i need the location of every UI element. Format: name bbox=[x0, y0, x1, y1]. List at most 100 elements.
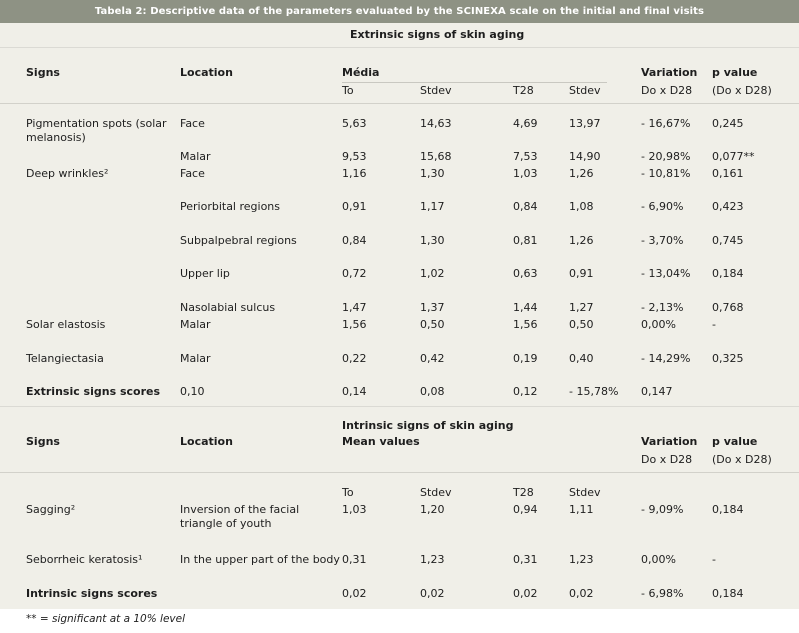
row-stdev-1: 1,30 bbox=[420, 234, 445, 247]
row-variation: - 6,90% bbox=[641, 200, 684, 213]
row-t28: 0,84 bbox=[513, 200, 538, 213]
row-stdev-2: 1,23 bbox=[569, 553, 594, 566]
row-to: 1,47 bbox=[342, 301, 367, 314]
row-variation: - 14,29% bbox=[641, 352, 691, 365]
divider bbox=[0, 103, 799, 104]
score-c3: 0,08 bbox=[420, 385, 445, 398]
row-t28: 1,44 bbox=[513, 301, 538, 314]
row-location: Face bbox=[180, 167, 205, 180]
intrinsic-subheader-stdev-2: Stdev bbox=[569, 486, 601, 499]
header-pvalue: p value bbox=[712, 66, 758, 79]
row-stdev-1: 14,63 bbox=[420, 117, 452, 130]
row-stdev-2: 1,11 bbox=[569, 503, 594, 516]
score-variation: - 6,98% bbox=[641, 587, 684, 600]
row-stdev-1: 1,20 bbox=[420, 503, 445, 516]
row-pvalue: 0,077** bbox=[712, 150, 755, 163]
row-pvalue: 0,325 bbox=[712, 352, 744, 365]
row-sign: Deep wrinkles² bbox=[26, 167, 109, 180]
row-sign: Sagging² bbox=[26, 503, 76, 516]
row-stdev-1: 0,42 bbox=[420, 352, 445, 365]
row-to: 9,53 bbox=[342, 150, 367, 163]
intrinsic-header-signs: Signs bbox=[26, 435, 60, 448]
score-to: 0,02 bbox=[342, 587, 367, 600]
row-location: Face bbox=[180, 117, 205, 130]
row-t28: 1,56 bbox=[513, 318, 538, 331]
row-variation: - 16,67% bbox=[641, 117, 691, 130]
row-t28: 0,19 bbox=[513, 352, 538, 365]
intrinsic-header-pvalue-sub: (Do x D28) bbox=[712, 453, 772, 466]
row-t28: 4,69 bbox=[513, 117, 538, 130]
row-stdev-2: 14,90 bbox=[569, 150, 601, 163]
row-pvalue: 0,245 bbox=[712, 117, 744, 130]
row-stdev-1: 1,37 bbox=[420, 301, 445, 314]
row-pvalue: - bbox=[712, 318, 716, 331]
header-t28: T28 bbox=[513, 84, 534, 97]
row-variation: 0,00% bbox=[641, 553, 676, 566]
intrinsic-header-pvalue: p value bbox=[712, 435, 758, 448]
score-c2: 0,14 bbox=[342, 385, 367, 398]
row-to: 1,56 bbox=[342, 318, 367, 331]
row-variation: - 13,04% bbox=[641, 267, 691, 280]
row-to: 5,63 bbox=[342, 117, 367, 130]
row-variation: - 9,09% bbox=[641, 503, 684, 516]
row-sign: Telangiectasia bbox=[26, 352, 104, 365]
divider bbox=[0, 472, 799, 473]
score-c1: 0,10 bbox=[180, 385, 205, 398]
row-variation: - 20,98% bbox=[641, 150, 691, 163]
score-label: Intrinsic signs scores bbox=[26, 587, 158, 600]
row-stdev-2: 0,50 bbox=[569, 318, 594, 331]
header-media: Média bbox=[342, 66, 380, 79]
row-sign: Seborrheic keratosis¹ bbox=[26, 553, 143, 566]
row-stdev-1: 0,50 bbox=[420, 318, 445, 331]
row-pvalue: 0,184 bbox=[712, 503, 744, 516]
header-group-underline bbox=[342, 82, 607, 83]
row-to: 0,72 bbox=[342, 267, 367, 280]
row-stdev-2: 13,97 bbox=[569, 117, 601, 130]
intrinsic-heading: Intrinsic signs of skin aging bbox=[342, 419, 514, 432]
row-t28: 0,31 bbox=[513, 553, 538, 566]
row-t28: 7,53 bbox=[513, 150, 538, 163]
row-stdev-1: 1,23 bbox=[420, 553, 445, 566]
table-title: Tabela 2: Descriptive data of the parame… bbox=[0, 0, 799, 23]
extrinsic-heading: Extrinsic signs of skin aging bbox=[350, 28, 525, 41]
row-location: Malar bbox=[180, 150, 211, 163]
header-pvalue-sub: (Do x D28) bbox=[712, 84, 772, 97]
row-pvalue: 0,423 bbox=[712, 200, 744, 213]
score-stdev-1: 0,02 bbox=[420, 587, 445, 600]
score-c4: 0,12 bbox=[513, 385, 538, 398]
row-location: Periorbital regions bbox=[180, 200, 281, 213]
footnote: ** = significant at a 10% level bbox=[26, 613, 186, 625]
row-stdev-2: 0,91 bbox=[569, 267, 594, 280]
row-to: 1,03 bbox=[342, 503, 367, 516]
row-stdev-1: 1,17 bbox=[420, 200, 445, 213]
row-location: Inversion of the facial triangle of yout… bbox=[180, 503, 300, 530]
row-t28: 1,03 bbox=[513, 167, 538, 180]
intrinsic-subheader-t28: T28 bbox=[513, 486, 534, 499]
row-pvalue: 0,184 bbox=[712, 267, 744, 280]
row-variation: 0,00% bbox=[641, 318, 676, 331]
score-stdev-2: 0,02 bbox=[569, 587, 594, 600]
row-stdev-2: 1,27 bbox=[569, 301, 594, 314]
row-stdev-2: 1,26 bbox=[569, 234, 594, 247]
row-pvalue: - bbox=[712, 553, 716, 566]
row-location: Upper lip bbox=[180, 267, 230, 280]
row-to: 0,31 bbox=[342, 553, 367, 566]
header-signs: Signs bbox=[26, 66, 60, 79]
intrinsic-header-location: Location bbox=[180, 435, 233, 448]
score-c5: - 15,78% bbox=[569, 385, 619, 398]
header-variation: Variation bbox=[641, 66, 698, 79]
row-stdev-2: 0,40 bbox=[569, 352, 594, 365]
row-t28: 0,63 bbox=[513, 267, 538, 280]
row-sign: Solar elastosis bbox=[26, 318, 106, 331]
row-to: 0,91 bbox=[342, 200, 367, 213]
intrinsic-header-variation: Variation bbox=[641, 435, 698, 448]
row-t28: 0,81 bbox=[513, 234, 538, 247]
divider bbox=[0, 47, 799, 48]
header-stdev-1: Stdev bbox=[420, 84, 452, 97]
row-stdev-1: 15,68 bbox=[420, 150, 452, 163]
row-location: Malar bbox=[180, 352, 211, 365]
score-pvalue: 0,184 bbox=[712, 587, 744, 600]
row-location: Malar bbox=[180, 318, 211, 331]
score-c6: 0,147 bbox=[641, 385, 673, 398]
row-variation: - 2,13% bbox=[641, 301, 684, 314]
